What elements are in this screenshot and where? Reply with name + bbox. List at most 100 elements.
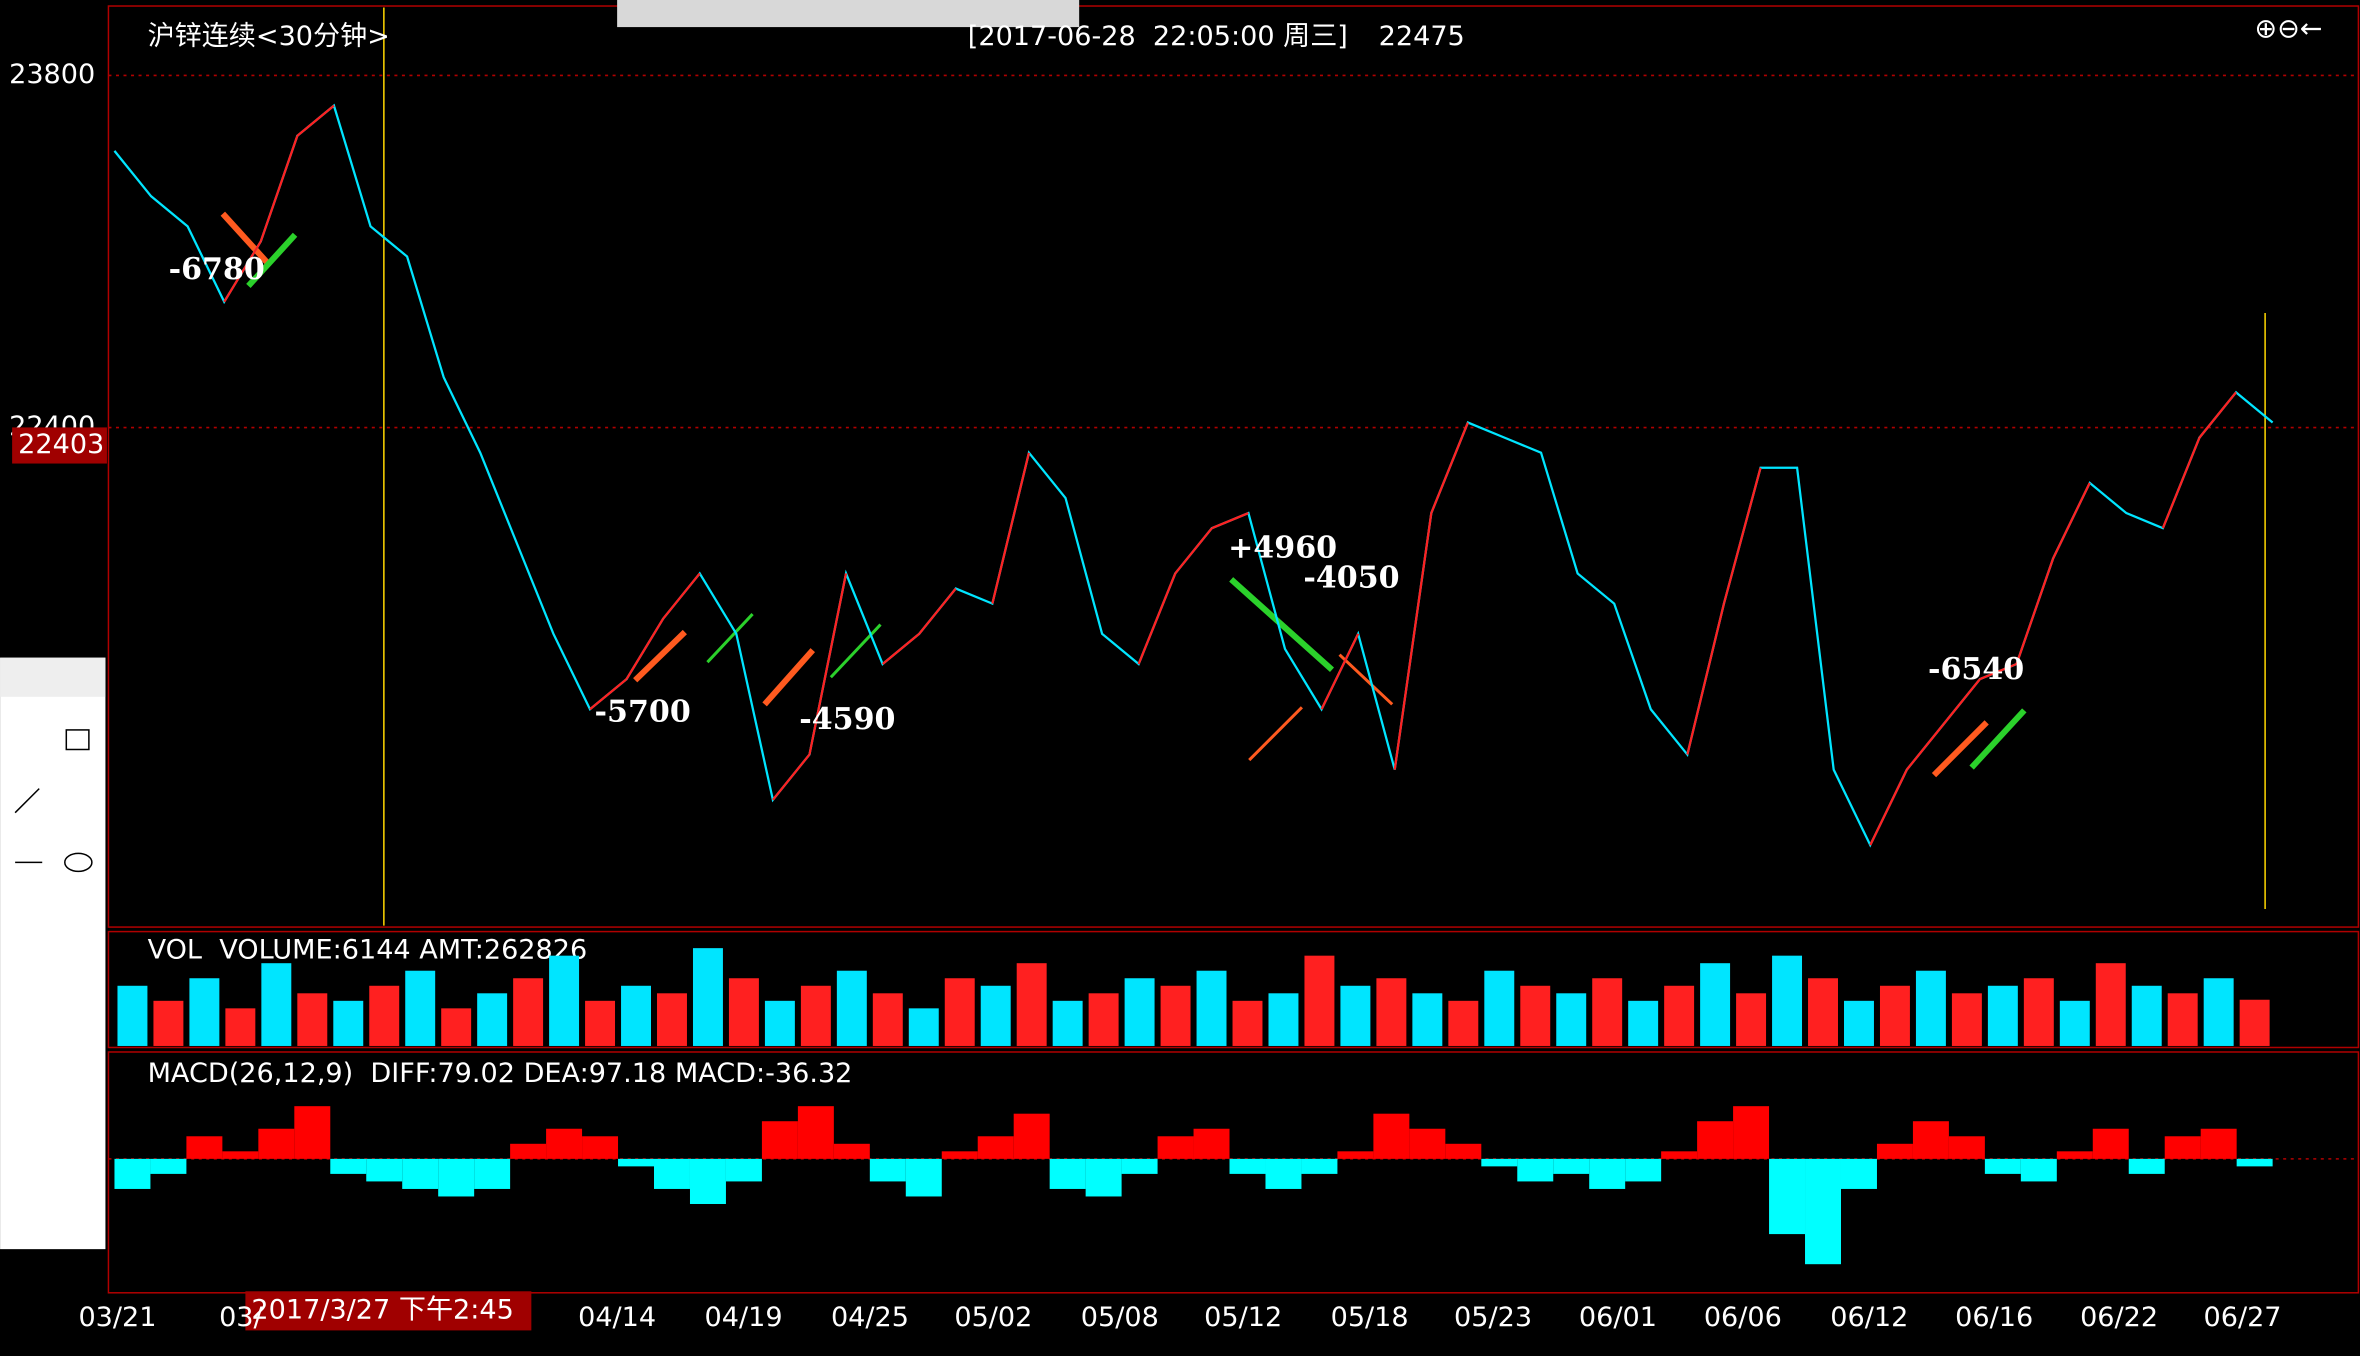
up-segment bbox=[1211, 512, 1249, 530]
datetime: [2017-06-28 22:05:00 周三] bbox=[968, 21, 1348, 52]
volume-bar bbox=[369, 985, 400, 1046]
up-segment bbox=[1869, 769, 1908, 846]
macd-bar bbox=[833, 1143, 870, 1159]
up-segment bbox=[2015, 557, 2055, 665]
volume-bar bbox=[872, 993, 903, 1046]
macd-bar bbox=[977, 1136, 1014, 1159]
volume-bar bbox=[1196, 970, 1227, 1046]
macd-bar bbox=[114, 1158, 151, 1189]
macd-bar bbox=[1733, 1106, 1770, 1159]
volume-bar bbox=[908, 1008, 939, 1046]
y-tick-label: 23800 bbox=[9, 59, 95, 90]
tool-icon[interactable]: ↖ bbox=[27, 724, 50, 755]
current-price-box bbox=[12, 427, 107, 464]
volume-bar bbox=[1412, 993, 1443, 1046]
volume-bar bbox=[1016, 963, 1047, 1046]
volume-bar bbox=[1556, 993, 1587, 1046]
volume-bar bbox=[764, 1000, 795, 1046]
macd-bar bbox=[725, 1158, 762, 1182]
cursor-date-label: 2017/3/27 下午2:45 bbox=[251, 1294, 513, 1325]
volume-bar bbox=[2131, 985, 2162, 1046]
x-tick-label: 04/14 bbox=[578, 1302, 656, 1333]
up-segment bbox=[296, 104, 335, 137]
tool-icon[interactable]: ||| bbox=[15, 965, 42, 996]
volume-bar bbox=[2023, 978, 2054, 1046]
volume-bar bbox=[513, 978, 544, 1046]
up-segment bbox=[1430, 422, 1469, 514]
macd-panel-frame bbox=[107, 1051, 2360, 1294]
macd-bar bbox=[1049, 1158, 1086, 1189]
macd-bar bbox=[1121, 1158, 1158, 1174]
macd-bar bbox=[2236, 1158, 2273, 1167]
volume-bar bbox=[1879, 985, 1910, 1046]
up-segment bbox=[1686, 603, 1726, 755]
volume-bar bbox=[441, 1008, 472, 1046]
volume-bar bbox=[800, 985, 831, 1046]
up-segment bbox=[662, 572, 701, 620]
volume-bar bbox=[1340, 985, 1371, 1046]
macd-bar bbox=[1481, 1158, 1518, 1167]
tool-icon[interactable]: ↗ ↖ bbox=[15, 1082, 69, 1113]
tool-icon[interactable]: ✕ bbox=[60, 1200, 83, 1231]
tool-icon[interactable]: // bbox=[66, 784, 85, 815]
macd-bar bbox=[1589, 1158, 1626, 1189]
toolbar[interactable] bbox=[617, 0, 1080, 28]
volume-bar bbox=[1915, 970, 1946, 1046]
volume-bar bbox=[836, 970, 867, 1046]
macd-bar bbox=[222, 1151, 259, 1159]
up-segment bbox=[881, 632, 920, 665]
volume-bar bbox=[621, 985, 651, 1046]
macd-label: MACD(26,12,9) DIFF:79.02 DEA:97.18 MACD:… bbox=[148, 1058, 853, 1089]
up-segment bbox=[991, 452, 1031, 604]
x-tick-label: 06/22 bbox=[2080, 1302, 2158, 1333]
tool-icon[interactable] bbox=[65, 729, 90, 751]
tool-icon[interactable] bbox=[14, 788, 40, 814]
annotation: -4050 bbox=[1303, 560, 1399, 595]
up-segment bbox=[259, 135, 299, 242]
macd-bar bbox=[797, 1106, 834, 1159]
macd-bar bbox=[2092, 1128, 2129, 1159]
macd-bar bbox=[1697, 1121, 1734, 1159]
macd-bar bbox=[869, 1158, 906, 1182]
x-tick-label: 04/25 bbox=[831, 1302, 909, 1333]
macd-bar bbox=[258, 1128, 295, 1159]
macd-bar bbox=[2128, 1158, 2165, 1174]
volume-bar bbox=[549, 955, 580, 1046]
up-segment bbox=[1979, 662, 2018, 681]
volume-panel-frame bbox=[107, 930, 2360, 1049]
macd-bar bbox=[2164, 1136, 2201, 1159]
volume-bar bbox=[980, 985, 1011, 1046]
macd-bar bbox=[1013, 1113, 1050, 1159]
x-tick-label: 06/16 bbox=[1955, 1302, 2033, 1333]
up-segment bbox=[1320, 633, 1360, 710]
macd-bar bbox=[1229, 1158, 1266, 1174]
volume-bar bbox=[2095, 963, 2126, 1046]
macd-bar bbox=[510, 1143, 547, 1159]
volume-bar bbox=[1520, 985, 1551, 1046]
x-tick-label: 05/18 bbox=[1331, 1302, 1409, 1333]
macd-bar bbox=[618, 1158, 655, 1167]
tool-icon[interactable]: ↘ ↙ bbox=[15, 1142, 69, 1173]
x-tick-label: 03/21 bbox=[78, 1302, 156, 1333]
volume-bar bbox=[2059, 1000, 2090, 1046]
macd-bar bbox=[1625, 1158, 1662, 1182]
x-tick-label: 06/12 bbox=[1830, 1302, 1908, 1333]
volume-bar bbox=[1700, 963, 1731, 1046]
macd-bar bbox=[1948, 1136, 1985, 1159]
zoom-buttons[interactable]: ⊕⊖← bbox=[2255, 14, 2323, 45]
annotation: -5700 bbox=[595, 694, 691, 729]
up-segment bbox=[1722, 467, 1762, 604]
macd-bar bbox=[1157, 1136, 1194, 1159]
macd-bar bbox=[1085, 1158, 1122, 1197]
macd-bar bbox=[689, 1158, 726, 1204]
macd-bar bbox=[1984, 1158, 2021, 1174]
volume-bar bbox=[1736, 993, 1767, 1046]
volume-bar bbox=[1987, 985, 2018, 1046]
tool-icon[interactable] bbox=[64, 852, 93, 873]
volume-bar bbox=[117, 985, 148, 1046]
up-segment bbox=[772, 753, 811, 801]
price-panel-frame bbox=[107, 5, 2360, 928]
macd-bar bbox=[330, 1158, 367, 1174]
